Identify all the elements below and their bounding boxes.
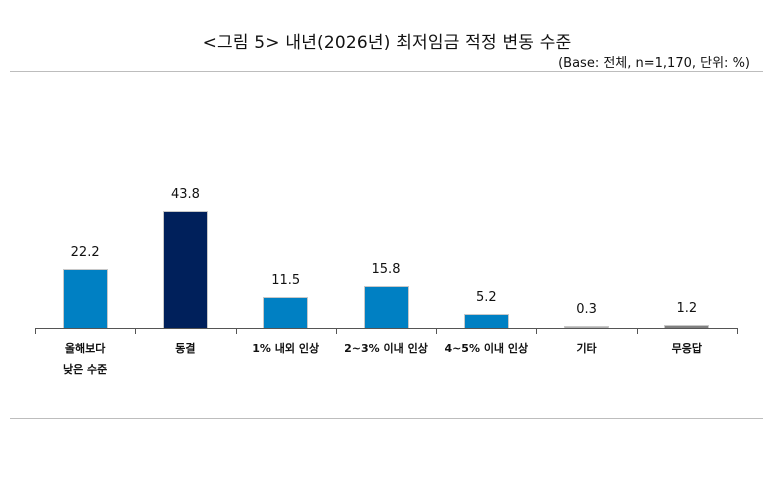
category-label-line1: 올해보다 [64,342,106,355]
category-label: 무응답 [637,338,737,359]
category-label-line1: 동결 [175,342,196,355]
category-label: 1% 내외 인상 [236,338,336,359]
x-axis-tick [536,328,537,334]
data-label: 11.5 [271,273,301,289]
bottom-divider [10,418,763,419]
data-label: 0.3 [576,302,597,317]
category-label: 4~5% 이내 인상 [436,338,536,359]
category-label-line1: 4~5% 이내 인상 [444,342,529,355]
plot-area [35,150,737,328]
bar [363,285,409,328]
category-label-line1: 1% 내외 인상 [252,342,320,355]
x-axis-tick [637,328,638,334]
data-label: 22.2 [70,244,100,260]
category-label: 2~3% 이내 인상 [336,338,436,359]
x-axis-tick [336,328,337,334]
bar [664,324,710,328]
category-label-line1: 무응답 [671,342,703,355]
bar [162,211,208,328]
data-label: 1.2 [676,300,698,316]
x-axis-tick [737,328,738,334]
bar [263,297,309,328]
category-label: 동결 [135,338,235,359]
data-label: 15.8 [371,261,401,277]
bar [564,326,610,328]
top-divider [10,71,763,72]
x-axis [35,328,737,329]
x-axis-tick [436,328,437,334]
x-axis-tick [236,328,237,334]
category-label-line1: 기타 [576,342,597,355]
x-axis-tick [135,328,136,334]
category-label-line1: 2~3% 이내 인상 [344,342,428,355]
category-label: 기타 [537,338,637,359]
bar [463,314,509,328]
data-label: 5.2 [475,290,497,306]
category-label-line2: 낮은 수준 [62,363,108,376]
data-label: 43.8 [170,187,200,202]
base-note: (Base: 전체, n=1,170, 단위: %) [558,56,750,71]
chart-title: <그림 5> 내년(2026년) 최저임금 적정 변동 수준 [202,33,572,53]
x-axis-tick [35,328,36,334]
bar [62,268,108,328]
